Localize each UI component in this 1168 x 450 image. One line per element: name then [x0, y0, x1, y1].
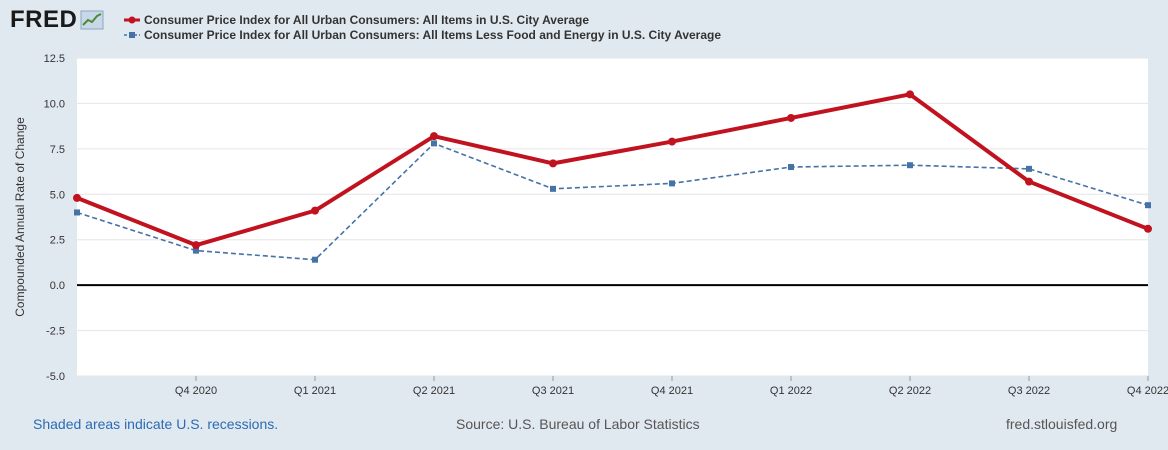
fred-graph-icon [80, 10, 104, 30]
chart-legend: Consumer Price Index for All Urban Consu… [124, 12, 721, 42]
series-1-point [906, 90, 914, 99]
x-tick-label: Q1 2022 [770, 385, 812, 397]
series-2-point [431, 140, 437, 147]
x-tick-label: Q4 2020 [175, 385, 217, 397]
fred-logo[interactable]: FRED [10, 6, 104, 34]
x-tick-label: Q3 2022 [1008, 385, 1050, 397]
line-chart: -5.0 -2.5 0.0 2.5 5.0 7.5 10.0 12.5 Q4 2020 Q1 20… [13, 53, 1168, 397]
series-1-point [73, 193, 81, 202]
x-tick-label: Q1 2021 [294, 385, 336, 397]
legend-swatch-solid [124, 16, 140, 23]
legend-item-series-1[interactable]: Consumer Price Index for All Urban Consu… [124, 12, 721, 27]
y-tick-label: 12.5 [44, 53, 65, 65]
series-1-line [76, 92, 1149, 248]
source-text: Source: U.S. Bureau of Labor Statistics [456, 416, 700, 432]
y-axis-label: Compounded Annual Rate of Change [13, 117, 27, 317]
series-1-point [549, 159, 557, 168]
series-2-line [76, 142, 1149, 261]
y-tick-label: 0.0 [50, 280, 65, 292]
x-tick-label: Q3 2021 [532, 385, 574, 397]
series-1-point [787, 113, 795, 122]
series-2-point [74, 209, 80, 216]
y-tick-label: 2.5 [50, 235, 65, 247]
legend-item-series-2[interactable]: Consumer Price Index for All Urban Consu… [124, 27, 721, 42]
y-tick-label: -5.0 [46, 371, 65, 383]
series-2-point [550, 185, 556, 192]
series-2-point [669, 180, 675, 187]
series-1-point [192, 241, 200, 250]
x-tick-label: Q2 2022 [889, 385, 931, 397]
y-tick-label: 10.0 [44, 98, 65, 110]
series-1-point [311, 206, 319, 215]
legend-swatch-dashed [124, 31, 140, 38]
recession-note-link[interactable]: Shaded areas indicate U.S. recessions. [33, 416, 279, 432]
y-tick-label: 5.0 [50, 189, 65, 201]
series-1-point [668, 137, 676, 146]
legend-label-series-2: Consumer Price Index for All Urban Consu… [144, 27, 722, 42]
fred-logo-text: FRED [10, 6, 78, 33]
plot-area [77, 58, 1148, 376]
series-2-point [1145, 202, 1151, 209]
x-tick-label: Q4 2022 [1127, 385, 1168, 397]
series-2-point [193, 247, 199, 254]
series-1-point [1144, 224, 1152, 233]
x-tick-label: Q4 2021 [651, 385, 693, 397]
x-tick-label: Q2 2021 [413, 385, 455, 397]
y-tick-label: -2.5 [46, 326, 65, 338]
series-2-point [1026, 165, 1032, 172]
series-2-point [788, 164, 794, 171]
site-link[interactable]: fred.stlouisfed.org [1006, 416, 1118, 432]
series-1-point [1025, 177, 1033, 186]
series-1-point [430, 132, 438, 141]
series-2-point [312, 256, 318, 263]
legend-label-series-1: Consumer Price Index for All Urban Consu… [144, 12, 589, 27]
y-tick-label: 7.5 [50, 144, 65, 156]
series-2-point [907, 162, 913, 169]
